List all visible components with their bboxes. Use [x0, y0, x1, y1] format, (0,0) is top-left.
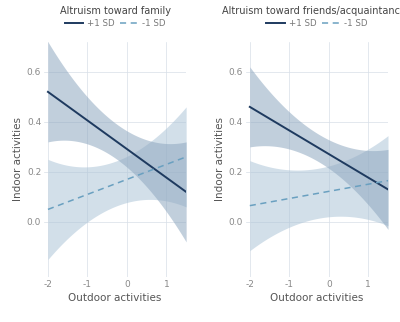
- Title: Altruism toward friends/acquaintances: Altruism toward friends/acquaintances: [222, 6, 400, 16]
- X-axis label: Outdoor activities: Outdoor activities: [270, 293, 364, 303]
- Legend: +1 SD, -1 SD: +1 SD, -1 SD: [61, 15, 169, 32]
- Text: B: B: [218, 0, 227, 3]
- Text: A: A: [16, 0, 25, 3]
- Legend: +1 SD, -1 SD: +1 SD, -1 SD: [263, 15, 371, 32]
- X-axis label: Outdoor activities: Outdoor activities: [68, 293, 162, 303]
- Y-axis label: Indoor activities: Indoor activities: [13, 118, 23, 201]
- Y-axis label: Indoor activities: Indoor activities: [214, 118, 224, 201]
- Title: Altruism toward family: Altruism toward family: [60, 6, 170, 16]
